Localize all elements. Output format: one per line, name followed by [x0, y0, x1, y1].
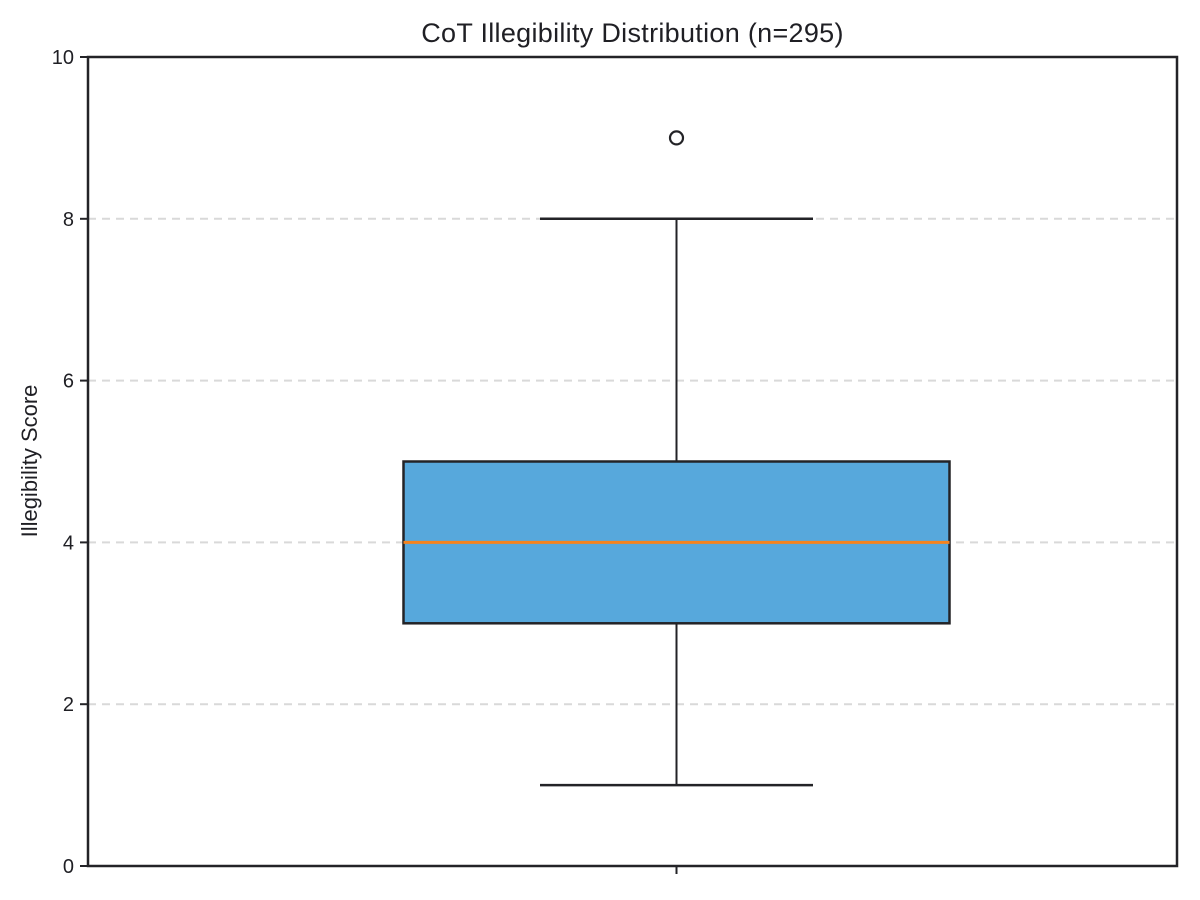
y-tick-label: 10: [52, 47, 74, 69]
y-tick-label: 2: [63, 694, 74, 716]
y-tick-label: 6: [63, 371, 74, 393]
outlier-point: [668, 130, 685, 146]
chart-title: CoT Illegibility Distribution (n=295): [421, 18, 844, 48]
y-tick-label: 0: [63, 856, 74, 878]
plot-frame: [86, 55, 1179, 868]
y-tick-label: 8: [63, 209, 74, 231]
y-tick-label: 4: [63, 532, 74, 554]
